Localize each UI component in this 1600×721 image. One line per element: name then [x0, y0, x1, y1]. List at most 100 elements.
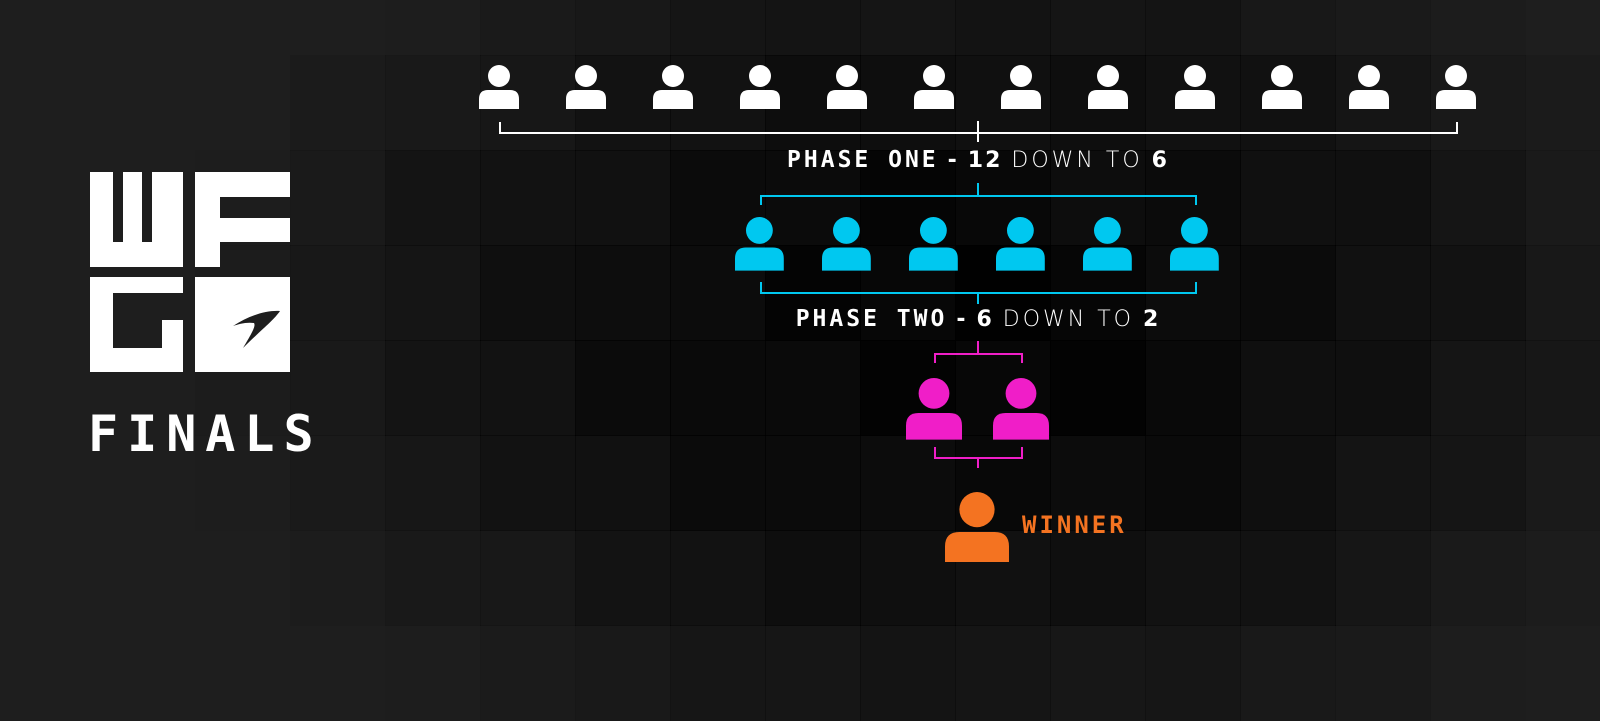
connector-line — [977, 341, 979, 354]
connector-line — [1020, 353, 1023, 363]
background-tile — [670, 435, 766, 531]
background-tile — [1525, 340, 1600, 436]
background-tile — [1335, 340, 1431, 436]
background-tile — [765, 435, 861, 531]
background-tile — [1050, 625, 1146, 721]
phase-one-dash: - — [947, 148, 959, 173]
background-tile — [860, 625, 956, 721]
person-icon — [1435, 65, 1476, 109]
background-tile — [670, 0, 766, 56]
background-tile — [480, 340, 576, 436]
connector-line — [759, 195, 1197, 197]
background-tile — [765, 0, 861, 56]
background-tile — [1240, 435, 1336, 531]
connector-line — [933, 447, 936, 457]
connector-line — [933, 353, 936, 363]
background-tile — [1335, 245, 1431, 341]
phase-two-dash: - — [956, 307, 968, 332]
connector-line — [977, 457, 979, 468]
background-tile — [195, 55, 291, 151]
person-icon — [735, 217, 784, 271]
background-tile — [100, 0, 196, 56]
person-icon — [1083, 217, 1132, 271]
background-tile — [385, 340, 481, 436]
background-tile — [1335, 625, 1431, 721]
background-tile — [1145, 530, 1241, 626]
background-tile — [195, 0, 291, 56]
phase-one-middle: DOWN TO — [1011, 148, 1143, 173]
background-tile — [1335, 435, 1431, 531]
person-icon — [565, 65, 606, 109]
background-tile — [575, 150, 671, 246]
background-tile — [1050, 0, 1146, 56]
background-tile — [480, 150, 576, 246]
wfg-logo — [90, 172, 290, 372]
background-tile — [385, 0, 481, 56]
background-tile — [1240, 340, 1336, 436]
connector-line — [1455, 122, 1458, 132]
background-tile — [1050, 530, 1146, 626]
background-tile — [5, 435, 101, 531]
person-icon — [992, 378, 1049, 440]
background-tile — [670, 625, 766, 721]
background-tile — [575, 340, 671, 436]
background-tile — [1525, 150, 1600, 246]
connector-line — [759, 195, 762, 205]
background-tile — [1430, 530, 1526, 626]
background-tile — [100, 625, 196, 721]
finals-title: FINALS — [88, 405, 323, 463]
background-tile — [765, 530, 861, 626]
background-tile — [290, 625, 386, 721]
background-tile — [1240, 150, 1336, 246]
background-tile — [290, 55, 386, 151]
background-tile — [1145, 625, 1241, 721]
background-tile — [290, 0, 386, 56]
background-tile — [955, 625, 1051, 721]
background-tile — [195, 625, 291, 721]
background-tile — [1335, 0, 1431, 56]
background-tile — [1430, 245, 1526, 341]
background-tile — [5, 340, 101, 436]
background-tile — [385, 530, 481, 626]
background-tile — [1240, 625, 1336, 721]
background-tile — [1525, 625, 1600, 721]
phase-one-from: 12 — [967, 148, 1003, 173]
background-tile — [1430, 435, 1526, 531]
mclaren-swoosh-icon — [233, 310, 280, 348]
background-tile — [1525, 530, 1600, 626]
background-tile — [5, 55, 101, 151]
person-icon — [913, 65, 954, 109]
background-tile — [670, 340, 766, 436]
background-tile — [1240, 0, 1336, 56]
background-tile — [1145, 0, 1241, 56]
background-tile — [100, 55, 196, 151]
background-tile — [385, 625, 481, 721]
background-tile — [765, 625, 861, 721]
background-tile — [1240, 245, 1336, 341]
background-tile — [480, 245, 576, 341]
background-tile — [1430, 340, 1526, 436]
background-tile — [1335, 530, 1431, 626]
connector-line — [977, 183, 979, 196]
background-tile — [480, 435, 576, 531]
connector-line — [977, 292, 979, 304]
phase-two-label: PHASE TWO - 6 DOWN TO 2 — [0, 306, 1600, 332]
person-icon — [945, 492, 1009, 563]
background-tile — [480, 625, 576, 721]
person-icon — [1261, 65, 1302, 109]
connector-line — [977, 121, 979, 142]
phase-two-to: 2 — [1142, 307, 1161, 332]
background-tile — [575, 435, 671, 531]
background-tile — [575, 0, 671, 56]
background-tile — [290, 340, 386, 436]
phase-one-title: PHASE ONE — [787, 147, 939, 173]
winner-label: WINNER — [1022, 511, 1127, 539]
background-tile — [955, 0, 1051, 56]
background-tile — [290, 435, 386, 531]
person-icon — [822, 217, 871, 271]
background-tile — [385, 55, 481, 151]
person-icon — [905, 378, 962, 440]
phase-two-from: 6 — [976, 307, 994, 332]
background-tile — [290, 150, 386, 246]
background-tile — [1525, 435, 1600, 531]
